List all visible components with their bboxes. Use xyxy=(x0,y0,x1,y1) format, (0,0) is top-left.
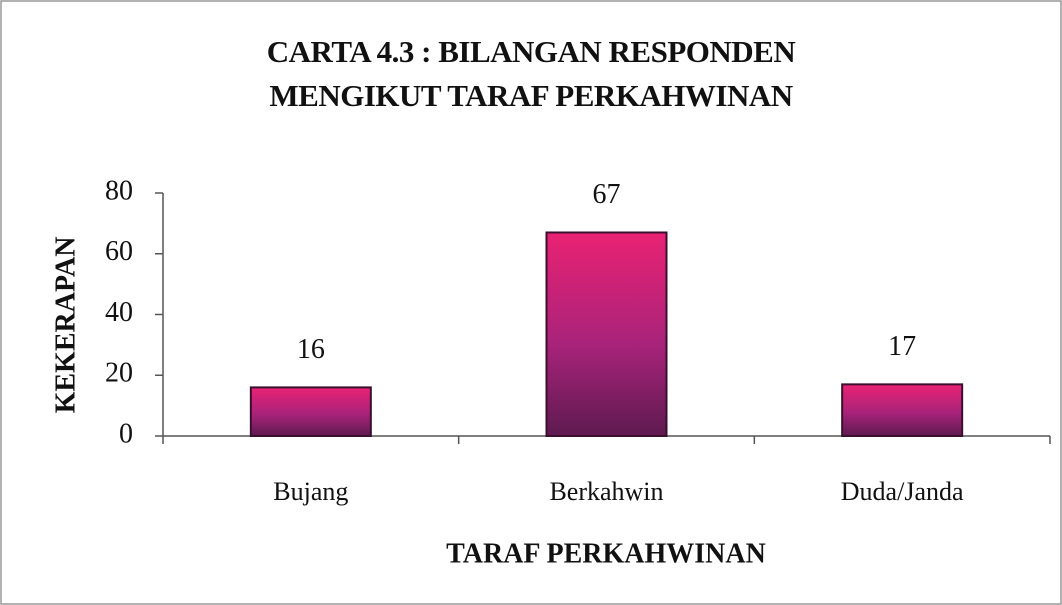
y-tick-label: 20 xyxy=(105,358,133,389)
bar xyxy=(545,231,668,437)
value-label: 17 xyxy=(888,331,916,362)
x-tick-label: Duda/Janda xyxy=(841,477,964,506)
x-axis-label: TARAF PERKAHWINAN xyxy=(446,538,766,569)
value-label: 16 xyxy=(297,334,325,365)
y-tick-label: 0 xyxy=(119,418,133,449)
chart-title: CARTA 4.3 : BILANGAN RESPONDEN MENGIKUT … xyxy=(266,34,796,113)
y-tick-label: 40 xyxy=(105,297,133,328)
x-tick-label: Bujang xyxy=(273,477,348,506)
y-axis-label: KEKERAPAN xyxy=(50,237,81,414)
bar xyxy=(249,386,372,437)
value-label: 67 xyxy=(593,179,621,210)
x-tick-label: Berkahwin xyxy=(549,477,663,506)
y-tick-label: 60 xyxy=(105,236,133,267)
y-tick-label: 80 xyxy=(105,175,133,206)
bar xyxy=(841,383,964,437)
